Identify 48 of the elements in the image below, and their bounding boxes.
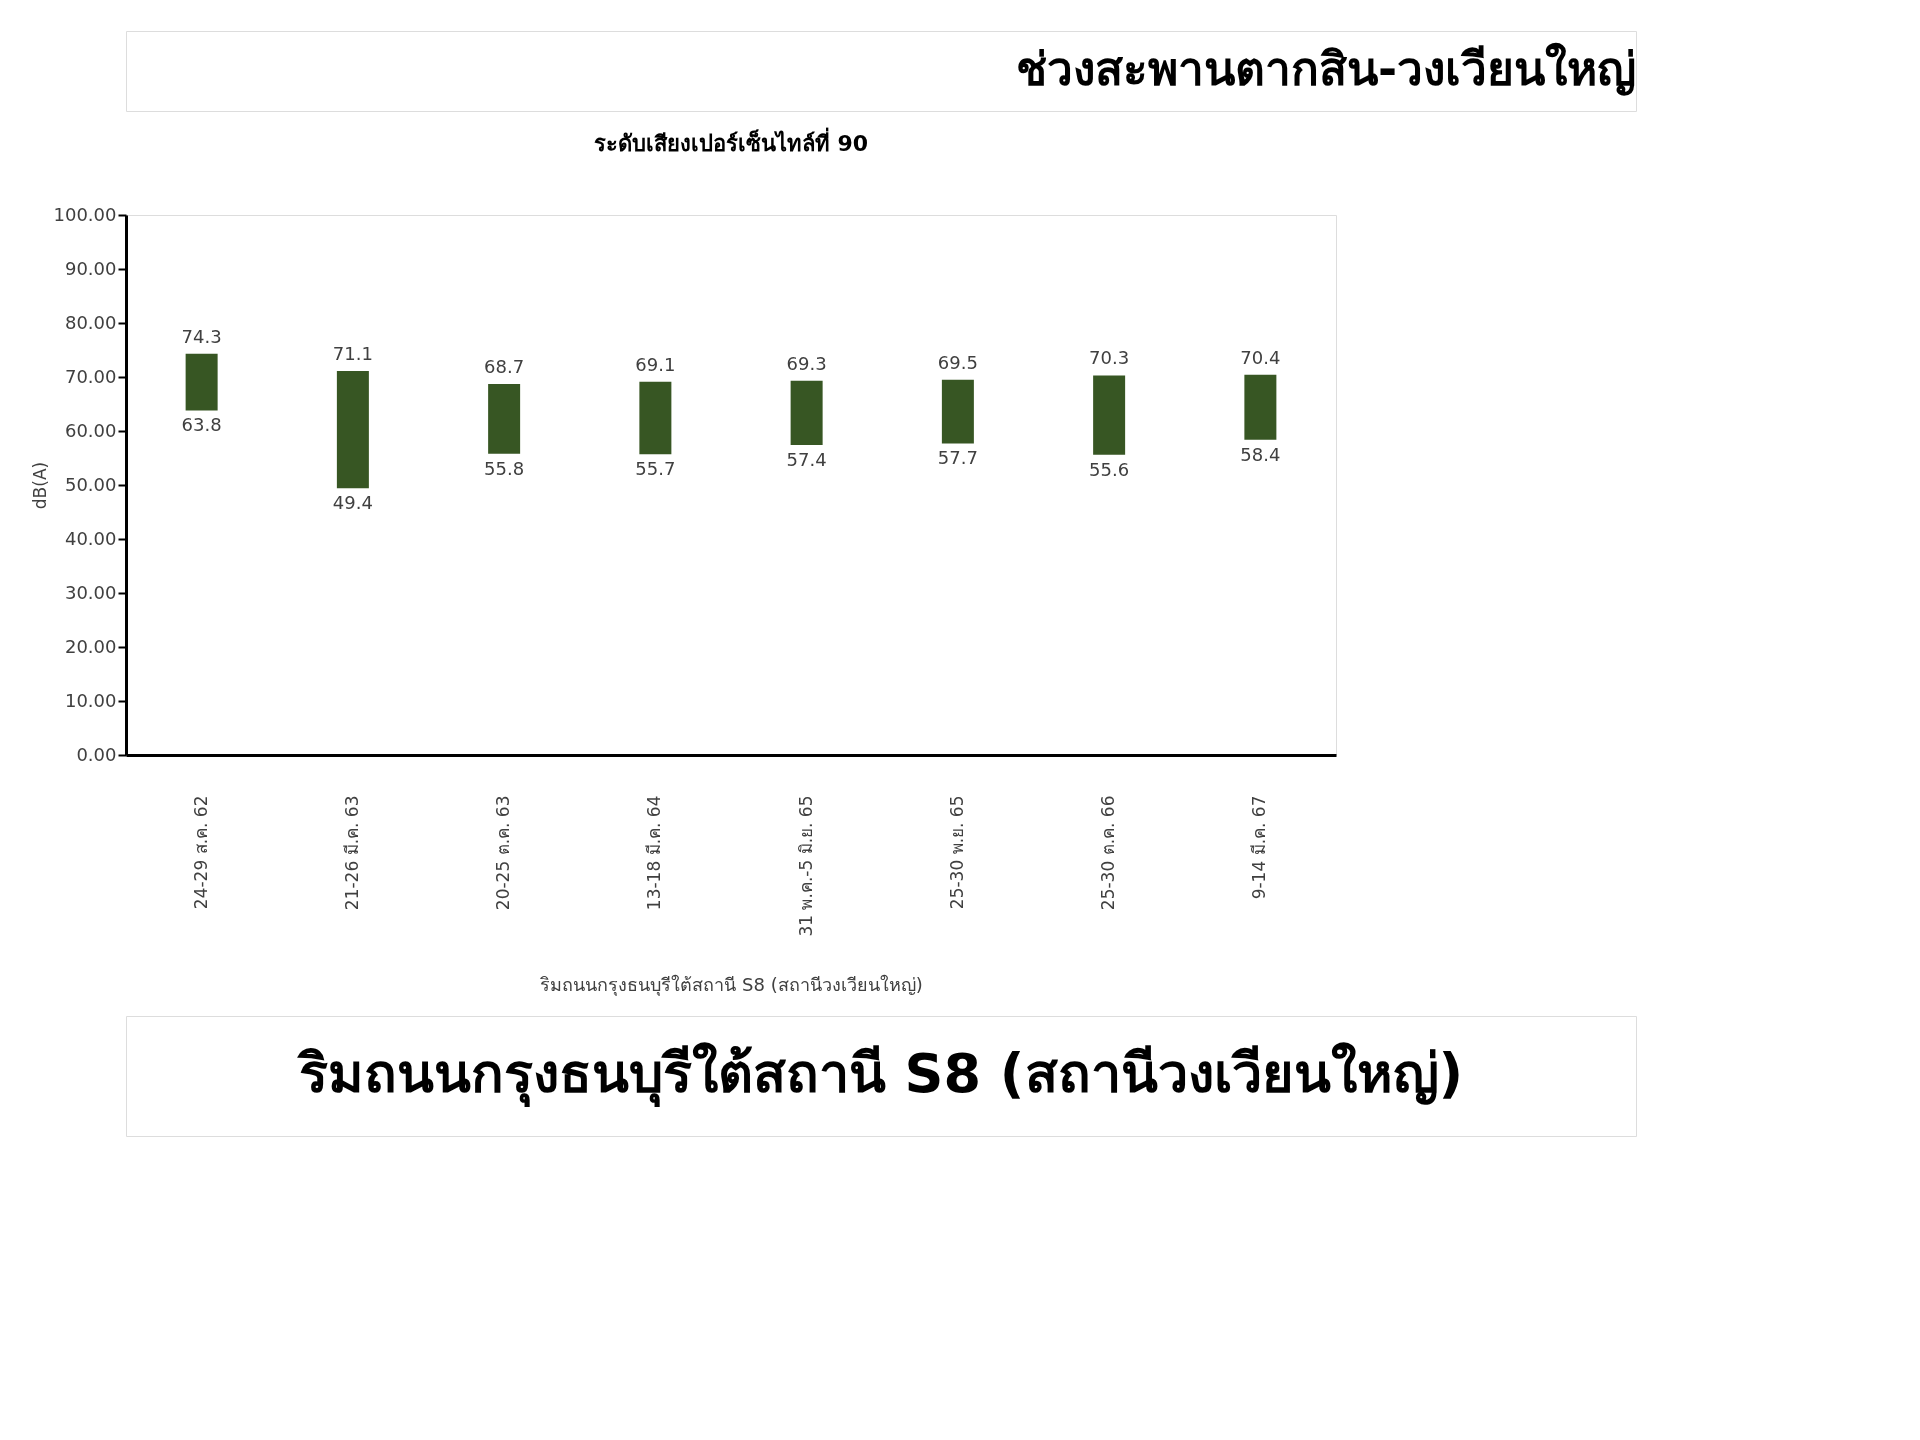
annotation: 69.3 <box>786 352 827 374</box>
annotation: 63.8 <box>181 414 222 436</box>
bar <box>790 380 823 446</box>
y-tick-label: 100.00 <box>53 203 117 225</box>
x-tick-label: 31 พ.ค.-5 มิ.ย. 65 <box>795 795 816 937</box>
annotation: 70.4 <box>1240 346 1281 368</box>
bar <box>185 353 218 411</box>
x-tick-label: 13-18 มี.ค. 64 <box>644 795 665 911</box>
annotation: 71.1 <box>332 343 373 365</box>
x-tick-label: 21-26 มี.ค. 63 <box>341 795 362 911</box>
y-tick-label: 60.00 <box>64 419 117 441</box>
annotation: 68.7 <box>484 356 525 378</box>
y-tick-label: 10.00 <box>64 689 117 711</box>
y-tick-label: 20.00 <box>64 635 117 657</box>
x-tick-label: 25-30 พ.ย. 65 <box>946 795 967 910</box>
y-tick-label: 0.00 <box>76 743 117 765</box>
text: ริมถนนกรุงธนบุรีใต้สถานี S8 (สถานีวงเวียนใหญ่) <box>296 1042 1464 1108</box>
annotation: 57.4 <box>786 449 827 471</box>
bar <box>336 371 369 489</box>
bar <box>639 381 672 455</box>
annotation: 55.8 <box>484 457 525 479</box>
x-tick-label: 25-30 ต.ค. 66 <box>1098 795 1119 911</box>
y-tick-label: 40.00 <box>64 527 117 549</box>
y-tick-label: 70.00 <box>64 365 117 387</box>
y-tick-label: 50.00 <box>64 473 117 495</box>
bar <box>941 379 974 444</box>
chart-subtitle: ระดับเสียงเปอร์เซ็นไทล์ที่ 90 <box>593 127 869 156</box>
annotation: 55.6 <box>1089 458 1130 480</box>
y-axis-title: dB(A) <box>29 461 50 510</box>
y-tick-label: 80.00 <box>64 311 117 333</box>
annotation: 70.3 <box>1089 347 1130 369</box>
annotation: 49.4 <box>332 492 373 514</box>
x-axis-title: ริมถนนกรุงธนบุรีใต้สถานี S8 (สถานีวงเวียนใหญ่) <box>540 973 923 996</box>
annotation: 69.5 <box>937 351 978 373</box>
annotation: 55.7 <box>635 458 676 480</box>
x-tick-label: 20-25 ต.ค. 63 <box>493 795 514 911</box>
x-tick-label: 9-14 มี.ค. 67 <box>1249 795 1270 900</box>
bar <box>488 384 521 454</box>
y-tick-label: 90.00 <box>64 257 117 279</box>
bar <box>1093 375 1126 455</box>
annotation: 58.4 <box>1240 443 1281 465</box>
annotation: 74.3 <box>181 325 222 347</box>
bar <box>1244 374 1277 440</box>
annotation: 69.1 <box>635 353 676 375</box>
chart-title: ช่วงสะพานตากสิน-วงเวียนใหญ่ <box>1015 42 1636 96</box>
annotation: 57.7 <box>937 447 978 469</box>
x-tick-label: 24-29 ส.ค. 62 <box>190 795 211 910</box>
y-tick-label: 30.00 <box>64 581 117 603</box>
